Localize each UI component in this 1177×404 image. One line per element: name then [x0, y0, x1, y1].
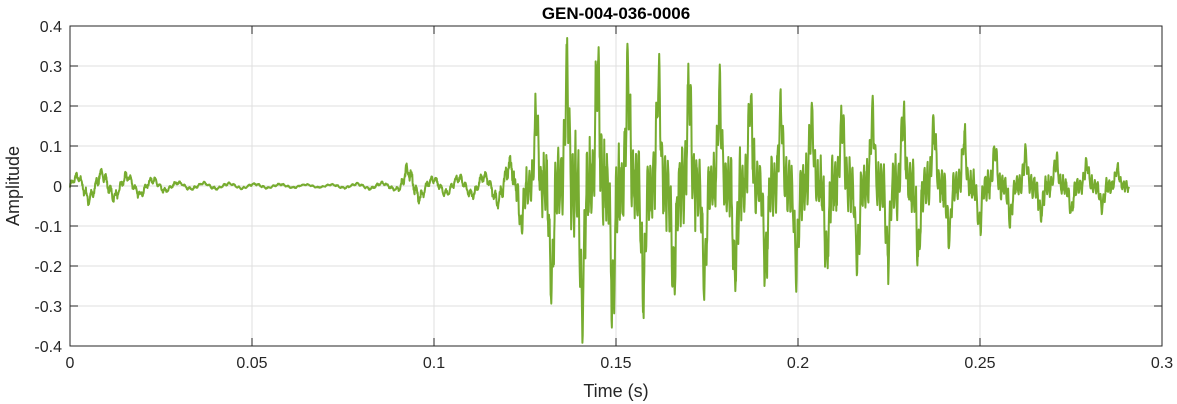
x-tick-label: 0.2	[787, 355, 809, 372]
chart-title: GEN-004-036-0006	[542, 4, 690, 23]
y-tick-label: -0.2	[34, 259, 62, 276]
x-tick-label: 0.3	[1151, 355, 1173, 372]
y-tick-label: -0.4	[34, 339, 62, 356]
x-tick-label: 0.15	[600, 355, 631, 372]
y-tick-label: 0.4	[40, 19, 62, 36]
x-tick-label: 0	[66, 355, 75, 372]
y-tick-label: 0.3	[40, 59, 62, 76]
y-axis-title: Amplitude	[3, 146, 23, 226]
y-tick-label: 0.2	[40, 99, 62, 116]
y-tick-label: -0.3	[34, 299, 62, 316]
series-layer	[69, 37, 1131, 344]
x-tick-label: 0.1	[423, 355, 445, 372]
tick-marks	[69, 25, 1163, 347]
x-tick-labels: 0 0.05 0.1 0.15 0.2 0.25 0.3	[66, 355, 1174, 372]
y-tick-label: -0.1	[34, 219, 62, 236]
x-tick-label: 0.25	[964, 355, 995, 372]
x-tick-label: 0.05	[236, 355, 267, 372]
y-tick-label: 0	[53, 179, 62, 196]
x-axis-title: Time (s)	[583, 381, 648, 401]
y-tick-label: 0.1	[40, 139, 62, 156]
amplitude-series-line	[69, 37, 1131, 344]
y-tick-labels: 0.4 0.3 0.2 0.1 0 -0.1 -0.2 -0.3 -0.4	[34, 19, 62, 356]
